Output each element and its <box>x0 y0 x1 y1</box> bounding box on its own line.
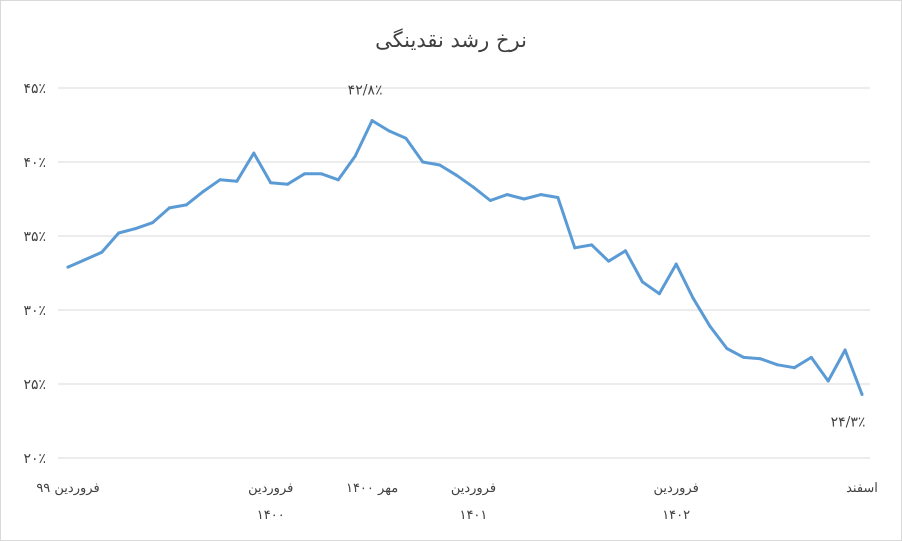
data-point <box>150 221 154 225</box>
data-point <box>657 292 661 296</box>
x-tick-label: مهر ۱۴۰۰ <box>346 481 398 496</box>
data-point <box>235 179 239 183</box>
data-point <box>860 392 864 396</box>
data-point <box>201 190 205 194</box>
data-point <box>691 296 695 300</box>
x-tick-label: اسفند <box>846 481 878 496</box>
data-point <box>708 324 712 328</box>
data-point <box>336 178 340 182</box>
x-tick-label: ۱۴۰۱ <box>459 508 487 523</box>
data-point <box>167 206 171 210</box>
data-point <box>218 178 222 182</box>
data-point <box>404 136 408 140</box>
data-point <box>421 160 425 164</box>
y-tick-label: ۳۰٪ <box>23 303 46 319</box>
y-tick-label: ۴۵٪ <box>23 81 46 97</box>
data-point <box>759 357 763 361</box>
data-point <box>776 363 780 367</box>
data-point <box>471 185 475 189</box>
data-point <box>607 259 611 263</box>
data-point <box>455 173 459 177</box>
data-point <box>725 346 729 350</box>
data-point <box>556 196 560 200</box>
data-point <box>269 181 273 185</box>
chart-title: نرخ رشد نقدینگی <box>375 28 527 52</box>
data-point <box>100 250 104 254</box>
data-point <box>387 129 391 133</box>
x-tick-label: ۱۴۰۲ <box>662 508 690 523</box>
data-point <box>286 182 290 186</box>
data-point <box>809 355 813 359</box>
data-point <box>319 172 323 176</box>
data-point <box>117 231 121 235</box>
data-point <box>623 249 627 253</box>
data-point <box>792 366 796 370</box>
series-line <box>66 119 864 396</box>
data-point <box>640 280 644 284</box>
x-tick-label: فروردین <box>451 481 496 496</box>
data-point <box>843 348 847 352</box>
data-point <box>488 198 492 202</box>
data-point <box>252 151 256 155</box>
data-point <box>826 379 830 383</box>
data-label: ۲۴/۳٪ <box>831 414 866 430</box>
data-point <box>370 119 374 123</box>
data-point <box>674 262 678 266</box>
y-tick-label: ۲۵٪ <box>23 377 46 393</box>
data-point <box>539 193 543 197</box>
data-point <box>83 258 87 262</box>
x-tick-label: ۱۴۰۰ <box>257 508 285 523</box>
data-point <box>303 172 307 176</box>
data-point <box>573 246 577 250</box>
x-tick-label: فروردین ۹۹ <box>36 481 99 496</box>
x-tick-label: فروردین <box>248 481 293 496</box>
data-point <box>438 163 442 167</box>
data-point <box>590 243 594 247</box>
data-label: ۴۲/۸٪ <box>348 83 383 99</box>
x-tick-label: فروردین <box>654 481 699 496</box>
data-point <box>505 193 509 197</box>
data-point <box>742 355 746 359</box>
y-tick-label: ۳۵٪ <box>23 229 46 245</box>
data-point <box>134 227 138 231</box>
data-point <box>353 154 357 158</box>
y-tick-label: ۴۰٪ <box>23 155 46 171</box>
data-point <box>184 203 188 207</box>
data-point <box>522 197 526 201</box>
y-tick-label: ۲۰٪ <box>23 451 46 467</box>
data-point <box>66 265 70 269</box>
